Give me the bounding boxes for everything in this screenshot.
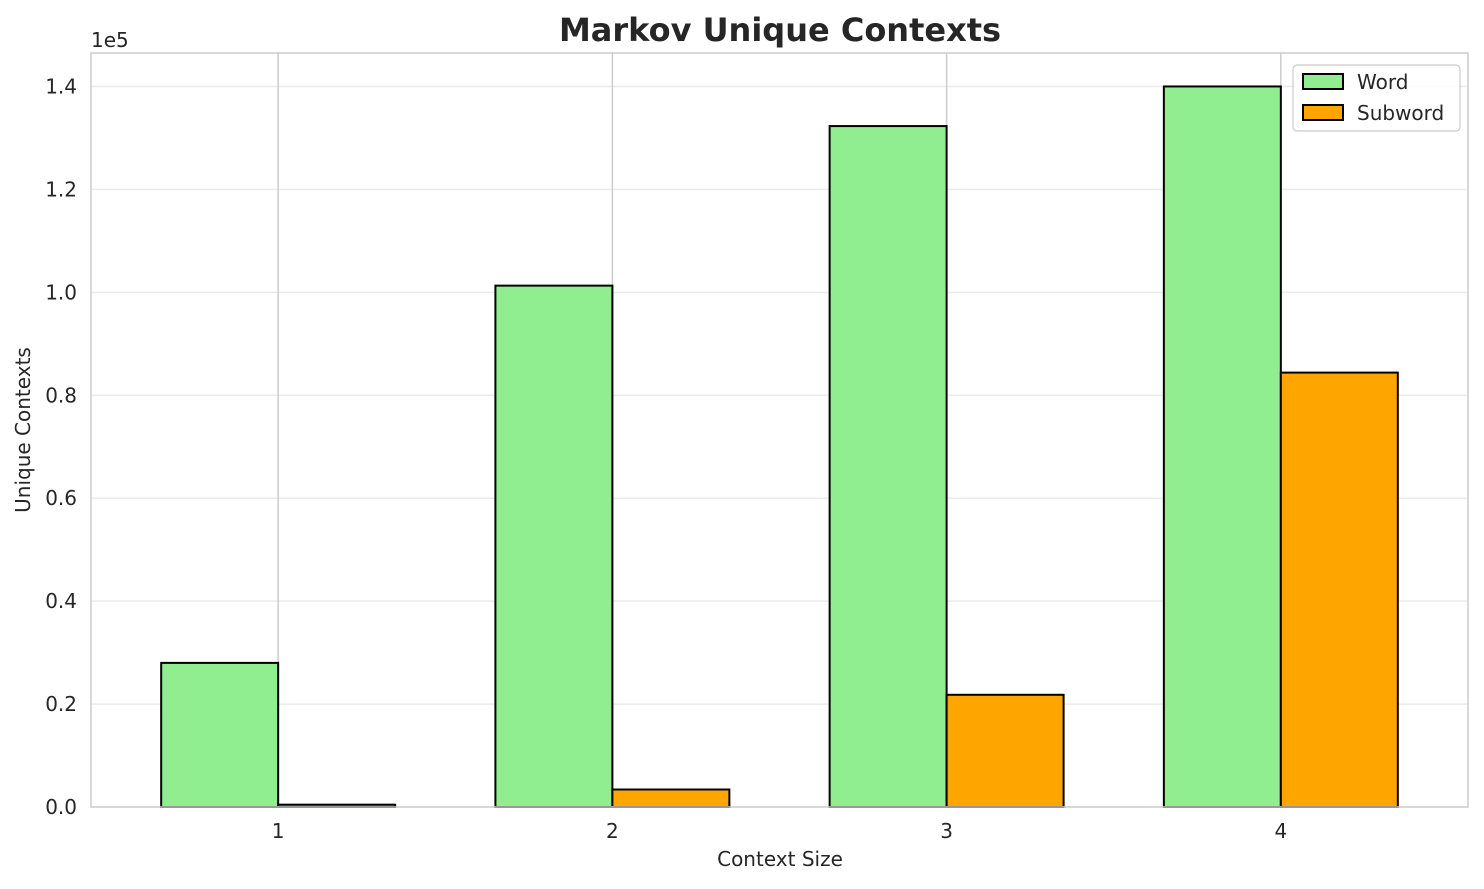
y-tick-label: 0.8 [45, 383, 77, 407]
chart-title: Markov Unique Contexts [559, 11, 1001, 49]
bar-subword-3[interactable] [945, 693, 1065, 808]
y-tick-label: 0.2 [45, 692, 77, 716]
legend-swatch-subword [1302, 104, 1344, 121]
y-tick-label: 1.4 [45, 74, 77, 98]
x-tick-label: 1 [272, 819, 285, 843]
bar-word-1[interactable] [160, 661, 280, 809]
bar-word-3[interactable] [828, 125, 948, 808]
y-axis-label: Unique Contexts [11, 347, 35, 513]
bar-subword-2[interactable] [611, 788, 731, 809]
axes-frame [90, 52, 1469, 808]
bars-layer [160, 85, 1399, 809]
y-tick-label: 1.2 [45, 177, 77, 201]
bar-word-4[interactable] [1162, 85, 1282, 809]
legend[interactable]: Word Subword [1292, 64, 1461, 132]
x-tick-label: 3 [940, 819, 953, 843]
bar-word-2[interactable] [494, 284, 614, 809]
y-tick-label: 1.0 [45, 280, 77, 304]
x-tick-label: 4 [1274, 819, 1287, 843]
y-tick-label: 0.0 [45, 795, 77, 819]
ticks-layer: 1 2 3 4 0.0 0.2 0.4 0.6 0.8 1.0 1.2 1.4 [45, 74, 1287, 843]
legend-label-word: Word [1357, 70, 1408, 94]
y-axis-offset-label: 1e5 [91, 28, 129, 52]
legend-swatch-word [1302, 73, 1344, 90]
x-tick-label: 2 [606, 819, 619, 843]
legend-label-subword: Subword [1357, 101, 1444, 125]
bar-subword-4[interactable] [1279, 371, 1399, 808]
y-tick-label: 0.6 [45, 486, 77, 510]
y-tick-label: 0.4 [45, 589, 77, 613]
x-axis-label: Context Size [717, 847, 843, 871]
